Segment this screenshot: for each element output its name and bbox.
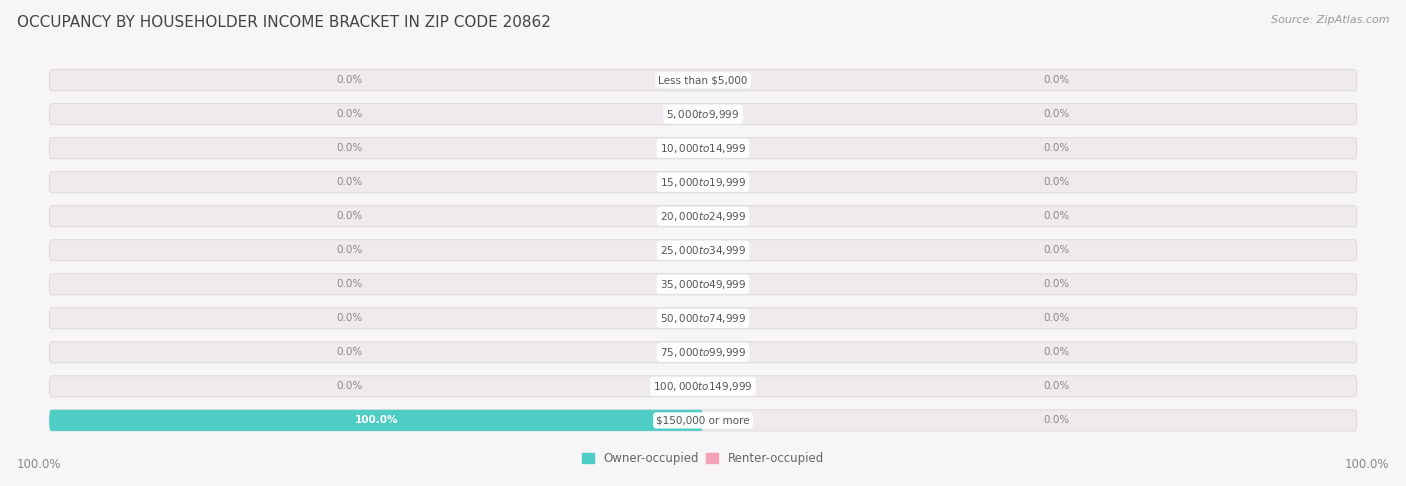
Text: 100.0%: 100.0% — [354, 416, 398, 425]
Text: $100,000 to $149,999: $100,000 to $149,999 — [654, 380, 752, 393]
Text: $20,000 to $24,999: $20,000 to $24,999 — [659, 210, 747, 223]
FancyBboxPatch shape — [49, 410, 1357, 431]
Text: Source: ZipAtlas.com: Source: ZipAtlas.com — [1271, 15, 1389, 25]
Text: 0.0%: 0.0% — [1043, 211, 1069, 221]
Text: 0.0%: 0.0% — [337, 347, 363, 357]
Text: 0.0%: 0.0% — [337, 313, 363, 323]
Text: 100.0%: 100.0% — [1344, 458, 1389, 471]
Text: $150,000 or more: $150,000 or more — [657, 416, 749, 425]
FancyBboxPatch shape — [49, 308, 1357, 329]
FancyBboxPatch shape — [49, 274, 1357, 295]
Text: 0.0%: 0.0% — [1043, 75, 1069, 85]
Text: 0.0%: 0.0% — [1043, 279, 1069, 289]
Text: 0.0%: 0.0% — [1043, 143, 1069, 153]
FancyBboxPatch shape — [49, 376, 1357, 397]
Text: 0.0%: 0.0% — [1043, 109, 1069, 119]
Text: 0.0%: 0.0% — [1043, 313, 1069, 323]
Text: OCCUPANCY BY HOUSEHOLDER INCOME BRACKET IN ZIP CODE 20862: OCCUPANCY BY HOUSEHOLDER INCOME BRACKET … — [17, 15, 551, 30]
Text: 0.0%: 0.0% — [337, 382, 363, 391]
Text: 0.0%: 0.0% — [337, 75, 363, 85]
FancyBboxPatch shape — [49, 206, 1357, 227]
FancyBboxPatch shape — [49, 104, 1357, 125]
Text: 0.0%: 0.0% — [1043, 245, 1069, 255]
FancyBboxPatch shape — [49, 69, 1357, 91]
Text: 0.0%: 0.0% — [337, 279, 363, 289]
Text: 0.0%: 0.0% — [337, 143, 363, 153]
Text: 0.0%: 0.0% — [337, 211, 363, 221]
Text: 0.0%: 0.0% — [1043, 347, 1069, 357]
Text: 0.0%: 0.0% — [1043, 382, 1069, 391]
Text: $15,000 to $19,999: $15,000 to $19,999 — [659, 176, 747, 189]
Legend: Owner-occupied, Renter-occupied: Owner-occupied, Renter-occupied — [582, 452, 824, 465]
Text: 0.0%: 0.0% — [1043, 177, 1069, 187]
Text: 100.0%: 100.0% — [17, 458, 62, 471]
FancyBboxPatch shape — [49, 172, 1357, 193]
Text: $50,000 to $74,999: $50,000 to $74,999 — [659, 312, 747, 325]
Text: $10,000 to $14,999: $10,000 to $14,999 — [659, 142, 747, 155]
FancyBboxPatch shape — [49, 410, 703, 431]
Text: $35,000 to $49,999: $35,000 to $49,999 — [659, 278, 747, 291]
FancyBboxPatch shape — [49, 342, 1357, 363]
Text: 0.0%: 0.0% — [337, 177, 363, 187]
Text: $75,000 to $99,999: $75,000 to $99,999 — [659, 346, 747, 359]
Text: $25,000 to $34,999: $25,000 to $34,999 — [659, 244, 747, 257]
Text: 0.0%: 0.0% — [337, 109, 363, 119]
Text: 0.0%: 0.0% — [337, 245, 363, 255]
FancyBboxPatch shape — [49, 240, 1357, 261]
Text: Less than $5,000: Less than $5,000 — [658, 75, 748, 85]
Text: 0.0%: 0.0% — [1043, 416, 1069, 425]
FancyBboxPatch shape — [49, 138, 1357, 159]
Text: $5,000 to $9,999: $5,000 to $9,999 — [666, 108, 740, 121]
